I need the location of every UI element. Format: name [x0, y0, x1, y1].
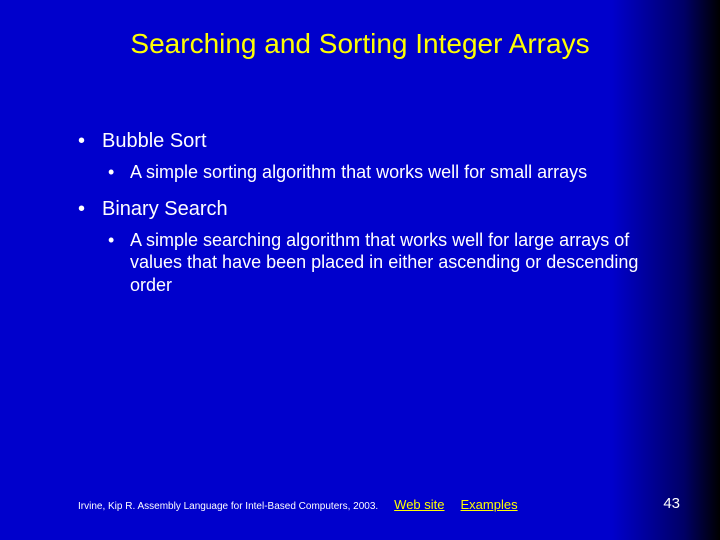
sub-bullet-text: A simple sorting algorithm that works we… — [130, 162, 587, 182]
examples-link[interactable]: Examples — [461, 497, 518, 512]
page-number: 43 — [663, 495, 680, 512]
slide-content: Bubble Sort A simple sorting algorithm t… — [78, 130, 660, 310]
slide: Searching and Sorting Integer Arrays Bub… — [0, 0, 720, 540]
bullet-bubble-sort: Bubble Sort — [78, 130, 660, 153]
bullet-label: Bubble Sort — [102, 130, 207, 152]
sub-bullet: A simple searching algorithm that works … — [108, 229, 660, 297]
sub-bullet-text: A simple searching algorithm that works … — [130, 230, 638, 295]
slide-title: Searching and Sorting Integer Arrays — [0, 28, 720, 60]
bullet-label: Binary Search — [102, 198, 228, 220]
website-link[interactable]: Web site — [394, 497, 444, 512]
sub-bullet: A simple sorting algorithm that works we… — [108, 161, 660, 184]
footer: Irvine, Kip R. Assembly Language for Int… — [78, 497, 680, 512]
bullet-binary-search: Binary Search — [78, 198, 660, 221]
footer-citation: Irvine, Kip R. Assembly Language for Int… — [78, 501, 378, 512]
